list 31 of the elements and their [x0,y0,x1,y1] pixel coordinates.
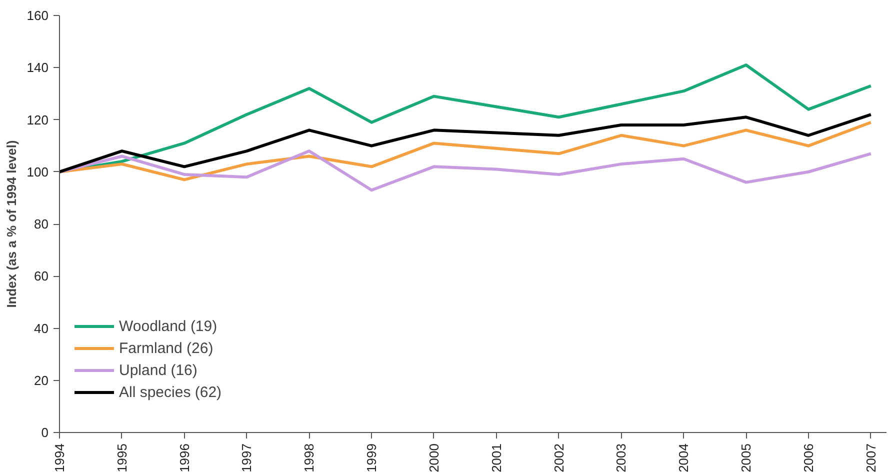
line-series [60,150,872,192]
x-tick-label: 2005 [738,444,754,472]
legend-label: Upland (16) [119,362,198,378]
x-tick-label: 1997 [239,444,254,472]
x-tick-label: 1996 [176,444,192,472]
y-tick-label: 120 [26,112,49,128]
y-axis-title: Index (as a % of 1994 level) [4,140,19,308]
y-tick-label: 140 [26,60,49,76]
x-tick-label: 2006 [800,444,816,472]
x-tick-label: 2004 [676,444,692,472]
line-series [60,113,872,174]
line-series [60,120,872,182]
y-tick-label: 80 [34,216,49,232]
legend-label: All species (62) [119,384,222,400]
x-tick-label: 2000 [426,444,442,472]
y-tick-label: 0 [41,425,49,440]
y-tick-label: 40 [34,320,49,336]
x-tick-label: 1994 [52,444,67,472]
y-tick-label: 20 [34,372,49,388]
x-tick-label: 2001 [488,444,504,472]
x-tick-label: 1998 [302,444,317,472]
x-tick-label: 1995 [114,444,130,472]
x-tick-label: 2002 [551,444,566,472]
legend-label: Farmland (26) [119,340,214,356]
y-tick-label: 60 [34,268,49,284]
y-tick-label: 100 [26,164,49,180]
x-tick-label: 2003 [614,444,629,472]
x-tick-label: 2007 [863,444,878,472]
legend-label: Woodland (19) [119,318,218,334]
y-tick-label: 160 [26,8,49,23]
x-tick-label: 1999 [364,444,380,472]
